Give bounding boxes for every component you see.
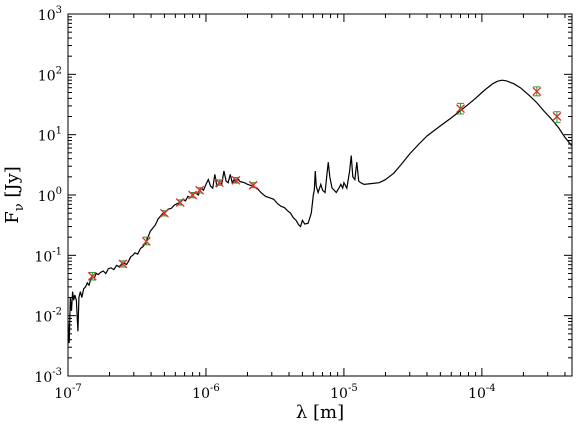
- y-tick-label: 10-1: [34, 246, 62, 265]
- photometry-point: [175, 198, 185, 207]
- plot-frame: [67, 13, 573, 377]
- y-tick-label: 101: [38, 126, 62, 145]
- y-tick-label-exponent: -1: [52, 246, 62, 257]
- x-marker-stroke-b: [175, 198, 185, 207]
- y-tick-label: 10-3: [34, 367, 62, 386]
- photometry-point: [195, 185, 205, 195]
- y-tick-label-base: 10: [34, 249, 52, 265]
- y-tick-label-exponent: 1: [56, 126, 62, 137]
- photometry-point: [188, 190, 198, 200]
- x-marker-stroke-b: [195, 185, 205, 195]
- x-marker-stroke-b: [214, 178, 224, 188]
- x-tick-label-exponent: -4: [486, 383, 496, 394]
- x-marker-stroke-b: [188, 190, 198, 200]
- photometry-point: [159, 208, 169, 218]
- x-tick-label-base: 10: [54, 386, 72, 402]
- x-tick-label-base: 10: [192, 386, 210, 402]
- y-tick-label-exponent: 0: [56, 186, 62, 197]
- x-marker-stroke-b: [231, 175, 241, 185]
- y-tick-label-exponent: 3: [56, 5, 62, 16]
- x-marker-stroke-b: [552, 112, 562, 121]
- photometry-point: [118, 259, 128, 269]
- y-tick-label-exponent: -3: [52, 367, 62, 378]
- x-marker-stroke-b: [118, 259, 128, 269]
- x-tick-label: 10-4: [468, 383, 496, 402]
- x-tick-label-exponent: -6: [210, 383, 220, 394]
- y-tick-label: 10-2: [34, 307, 62, 326]
- y-axis-label-unit: [Jy]: [2, 166, 23, 203]
- y-tick-label-exponent: 2: [56, 65, 62, 76]
- x-marker-stroke-b: [159, 208, 169, 218]
- y-tick-label-base: 10: [38, 129, 56, 145]
- x-marker-stroke-b: [248, 180, 258, 190]
- y-axis-label: Fν [Jy]: [2, 166, 27, 224]
- x-tick-label: 10-5: [330, 383, 358, 402]
- y-axis-label-main: F: [2, 211, 23, 224]
- model-sed-line: [68, 79, 572, 344]
- photometry-point: [214, 178, 224, 188]
- x-axis-label: λ [m]: [296, 402, 344, 423]
- photometry-point: [532, 86, 542, 97]
- y-axis-label-subscript: ν: [12, 203, 27, 211]
- y-tick-label-base: 10: [38, 68, 56, 84]
- x-tick-label-base: 10: [330, 386, 348, 402]
- x-marker-stroke-b: [532, 87, 542, 96]
- y-tick-label: 102: [38, 65, 62, 84]
- photometry-point: [87, 271, 97, 281]
- y-tick-label-base: 10: [38, 189, 56, 205]
- y-tick-label: 103: [38, 5, 62, 24]
- y-tick-label-base: 10: [34, 310, 52, 326]
- photometry-point: [552, 111, 562, 123]
- x-tick-label-exponent: -5: [348, 383, 358, 394]
- y-tick-label-base: 10: [34, 370, 52, 386]
- x-tick-label-base: 10: [468, 386, 486, 402]
- photometry-point: [141, 236, 151, 246]
- y-tick-label: 100: [38, 186, 62, 205]
- y-tick-label-exponent: -2: [52, 307, 62, 318]
- x-tick-label-exponent: -7: [72, 383, 82, 394]
- x-marker-stroke-b: [456, 104, 465, 114]
- x-marker-stroke-b: [87, 271, 97, 281]
- x-marker-stroke-b: [141, 236, 151, 246]
- photometry-point: [231, 175, 241, 185]
- x-tick-label: 10-7: [54, 383, 82, 402]
- y-tick-label-base: 10: [38, 8, 56, 24]
- x-tick-label: 10-6: [192, 383, 220, 402]
- photometry-point: [248, 180, 258, 190]
- photometry-point: [456, 102, 465, 115]
